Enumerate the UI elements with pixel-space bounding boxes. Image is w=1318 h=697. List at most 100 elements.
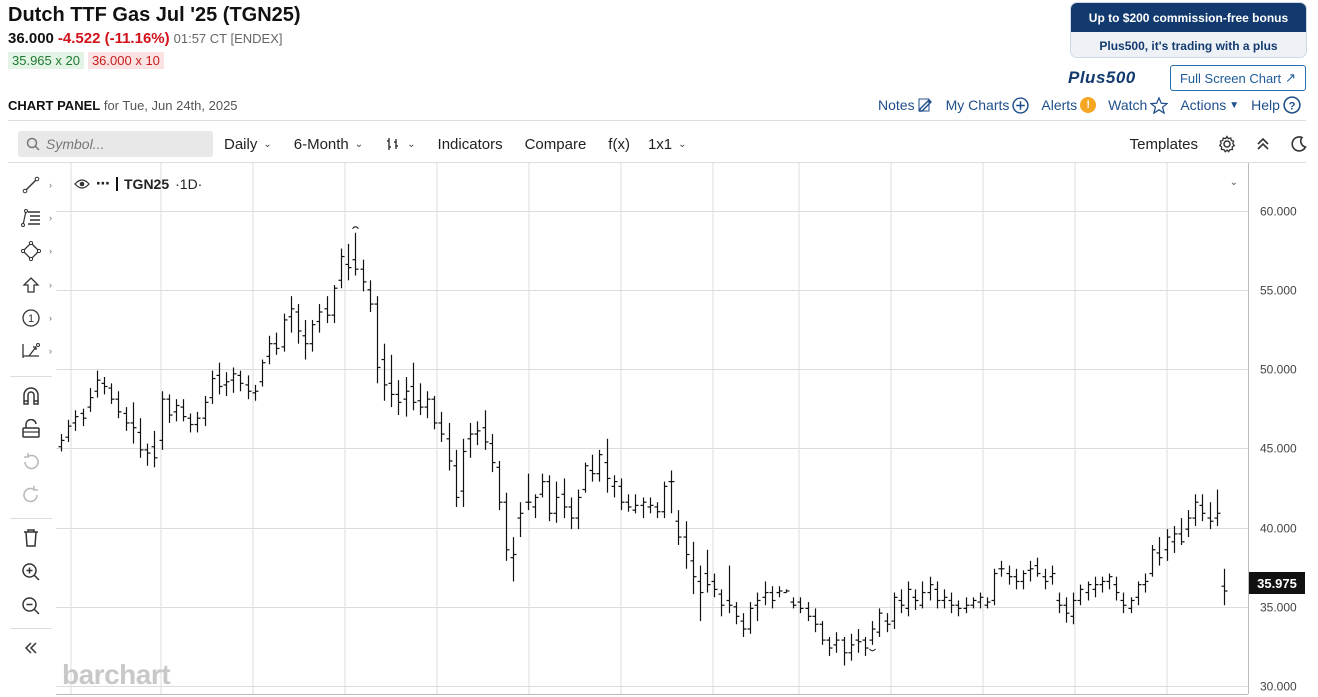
- watch-link[interactable]: Watch: [1108, 96, 1169, 114]
- y-tick-label: 45.000: [1260, 442, 1297, 456]
- ohlc-bar: [209, 370, 216, 404]
- more-options-icon[interactable]: ⋯: [96, 175, 110, 191]
- chevron-right-icon: ›: [49, 280, 52, 290]
- ohlc-bar: [1199, 494, 1206, 522]
- ohlc-bar: [467, 422, 474, 458]
- y-tick-label: 55.000: [1260, 284, 1297, 298]
- ohlc-bar: [948, 592, 955, 614]
- measure-tool[interactable]: ›: [8, 336, 54, 366]
- ohlc-bar: [711, 573, 718, 598]
- panel-date: for Tue, Jun 24th, 2025: [103, 98, 238, 113]
- chevron-right-icon: ›: [49, 246, 52, 256]
- series-marker: [116, 176, 118, 191]
- ohlc-bar: [833, 632, 840, 653]
- zoom-in-button[interactable]: [8, 557, 54, 587]
- toolbar-right: Templates: [1130, 130, 1308, 158]
- gear-icon[interactable]: [1218, 135, 1236, 153]
- trend-line-tool[interactable]: ›: [8, 170, 54, 200]
- ohlc-bar: [331, 285, 338, 324]
- arrow-tool[interactable]: ›: [8, 270, 54, 300]
- ohlc-bar: [596, 449, 603, 482]
- ohlc-bar: [180, 399, 187, 422]
- chart-area[interactable]: 60.000 55.000 50.000 45.000 40.000 35.000 30.0…: [56, 163, 1308, 697]
- ohlc-bar: [202, 396, 209, 427]
- compare-button[interactable]: Compare: [525, 136, 587, 153]
- ohlc-bar: [360, 259, 367, 292]
- zoom-out-button[interactable]: [8, 591, 54, 621]
- ohlc-bar: [1120, 592, 1127, 614]
- promo-banner[interactable]: Up to $200 commission-free bonus Plus500…: [1070, 2, 1307, 58]
- ohlc-bar: [266, 335, 273, 365]
- chevron-down-icon[interactable]: ⌄: [1229, 177, 1238, 188]
- shapes-tool[interactable]: ›: [8, 236, 54, 266]
- ohlc-bar: [762, 581, 769, 606]
- eye-icon[interactable]: [74, 178, 90, 190]
- ohlc-bar: [80, 408, 87, 427]
- promo-tagline[interactable]: Plus500, it's trading with a plus: [1071, 32, 1306, 57]
- ohlc-bar: [1085, 581, 1092, 601]
- ohlc-bar: [955, 600, 962, 617]
- promo-headline[interactable]: Up to $200 commission-free bonus: [1071, 3, 1306, 32]
- ohlc-bar: [1178, 518, 1185, 546]
- ohlc-bar: [403, 376, 410, 417]
- undo-button[interactable]: [8, 447, 54, 477]
- ohlc-bar: [1006, 565, 1013, 585]
- price-chart[interactable]: 60.000 55.000 50.000 45.000 40.000 35.000 30.0…: [56, 163, 1308, 697]
- ohlc-bar: [410, 362, 417, 411]
- notes-link[interactable]: Notes: [878, 97, 934, 113]
- plus500-logo[interactable]: Plus500: [1068, 68, 1136, 87]
- chart-legend: ⋯ TGN25 ·1D·: [74, 175, 202, 192]
- actions-menu[interactable]: Actions ▼: [1180, 97, 1239, 113]
- ohlc-bar: [589, 454, 596, 482]
- collapse-tools-button[interactable]: [8, 633, 54, 663]
- interval-label: Daily: [224, 135, 258, 153]
- ohlc-bar: [281, 313, 288, 352]
- annotation-tool[interactable]: 1 ›: [8, 303, 54, 333]
- symbol-search-input[interactable]: Symbol...: [18, 131, 213, 157]
- unlock-icon: [22, 419, 40, 438]
- ohlc-bar: [783, 589, 790, 594]
- fx-button[interactable]: f(x): [608, 136, 630, 153]
- layout-label: 1x1: [647, 135, 673, 153]
- bid-ask: 35.965 x 20 36.000 x 10: [8, 52, 164, 69]
- redo-button[interactable]: [8, 480, 54, 510]
- layout-select[interactable]: 1x1 ⌄: [648, 136, 687, 153]
- ohlc-bar: [352, 232, 359, 276]
- ohlc-bar: [625, 494, 632, 512]
- panel-title: CHART PANEL: [8, 98, 101, 113]
- my-charts-link[interactable]: My Charts: [946, 96, 1030, 114]
- fib-tool[interactable]: ›: [8, 203, 54, 233]
- ohlc-bar: [1171, 525, 1178, 553]
- range-select[interactable]: 6-Month ⌄: [294, 136, 363, 153]
- delete-drawings-button[interactable]: [8, 523, 54, 553]
- moon-icon[interactable]: [1290, 135, 1308, 153]
- indicators-button[interactable]: Indicators: [438, 136, 503, 153]
- edit-icon: [918, 98, 932, 112]
- chevron-down-icon: ⌄: [263, 138, 272, 150]
- y-tick-label: 35.000: [1260, 601, 1297, 615]
- ohlc-bar: [869, 621, 876, 645]
- magnet-tool[interactable]: [8, 381, 54, 411]
- full-screen-chart-button[interactable]: Full Screen Chart ↗: [1170, 65, 1306, 91]
- chart-type-select[interactable]: ⌄: [385, 136, 416, 152]
- shapes-icon: [21, 241, 41, 261]
- quote-line: 36.000 -4.522 (-11.16%) 01:57 CT [ENDEX]: [8, 30, 283, 47]
- ohlc-bar: [647, 497, 654, 514]
- chart-panel-label: CHART PANEL for Tue, Jun 24th, 2025: [8, 98, 238, 113]
- trash-icon: [24, 529, 38, 547]
- ohlc-bar: [216, 362, 223, 395]
- external-arrow-icon: ↗: [1285, 70, 1297, 85]
- alerts-link[interactable]: Alerts !: [1041, 97, 1097, 113]
- ohlc-bar: [970, 597, 977, 609]
- ohlc-bar: [876, 608, 883, 637]
- templates-button[interactable]: Templates: [1129, 135, 1198, 153]
- ohlc-bar: [991, 568, 998, 606]
- ohlc-bar: [963, 597, 970, 614]
- lock-tool[interactable]: [8, 414, 54, 444]
- ohlc-bar: [1106, 573, 1113, 590]
- ruler-icon: [22, 343, 40, 358]
- collapse-up-icon[interactable]: [1256, 136, 1270, 152]
- ohlc-bar: [841, 636, 848, 666]
- help-link[interactable]: Help ?: [1251, 96, 1301, 114]
- interval-select[interactable]: Daily ⌄: [224, 136, 272, 153]
